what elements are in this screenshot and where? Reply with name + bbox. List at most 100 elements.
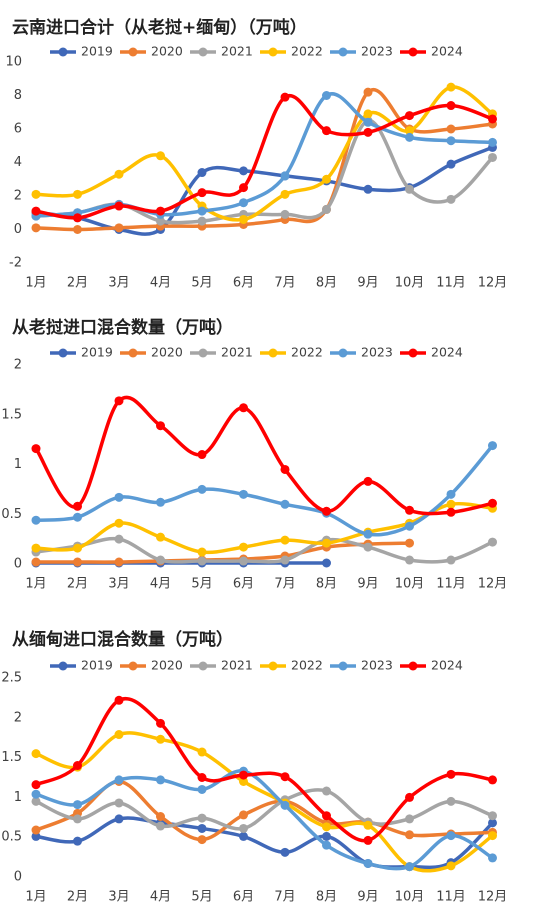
x-tick-label: 8月: [316, 577, 337, 592]
data-point: [280, 171, 290, 181]
data-point: [322, 204, 331, 214]
x-tick-label: 6月: [233, 577, 254, 592]
series-line: [35, 816, 494, 870]
data-point: [31, 223, 41, 233]
legend-label: 2022: [291, 658, 323, 673]
data-point: [31, 543, 41, 553]
data-point: [488, 811, 497, 821]
data-point: [280, 499, 290, 509]
legend-marker: [198, 348, 208, 358]
data-point: [322, 558, 331, 568]
data-point: [156, 206, 165, 216]
data-point: [73, 213, 82, 223]
data-point: [280, 535, 290, 545]
data-point: [197, 835, 207, 845]
x-tick-label: 3月: [108, 276, 129, 291]
y-tick-label: 2: [14, 358, 22, 373]
data-point: [31, 796, 41, 806]
data-point: [31, 557, 41, 567]
legend-marker: [58, 47, 68, 57]
data-point: [239, 810, 248, 820]
data-point: [488, 137, 497, 147]
data-point: [114, 775, 124, 785]
x-tick-label: 1月: [25, 276, 46, 291]
data-point: [114, 518, 124, 528]
data-point: [239, 776, 248, 786]
y-tick-label: 10: [5, 55, 22, 70]
x-tick-label: 9月: [357, 890, 378, 905]
data-point: [197, 206, 207, 216]
data-point: [73, 557, 82, 567]
legend-marker: [58, 348, 68, 358]
series-line: [35, 731, 494, 873]
y-tick-label: 0: [14, 557, 22, 572]
x-tick-label: 2月: [67, 890, 88, 905]
legend-label: 2024: [431, 345, 463, 360]
data-point: [114, 201, 124, 211]
data-point: [114, 396, 124, 406]
data-point: [446, 796, 456, 806]
x-tick-label: 3月: [108, 890, 129, 905]
data-point: [197, 450, 207, 460]
data-point: [322, 91, 331, 100]
data-point: [197, 216, 207, 226]
y-tick-label: 0.5: [1, 507, 22, 522]
data-point: [405, 830, 414, 840]
data-point: [114, 492, 124, 502]
data-point: [488, 441, 497, 451]
data-point: [156, 821, 165, 831]
data-point: [322, 831, 331, 841]
legend-marker: [198, 661, 208, 671]
data-point: [31, 206, 41, 216]
data-point: [322, 174, 331, 184]
data-point: [239, 831, 248, 841]
x-tick-label: 10月: [395, 577, 425, 592]
data-point: [73, 501, 82, 511]
legend-marker: [338, 47, 348, 57]
data-point: [31, 444, 41, 454]
data-point: [197, 556, 207, 566]
data-point: [405, 184, 414, 194]
x-tick-label: 3月: [108, 577, 129, 592]
data-point: [280, 800, 290, 810]
x-tick-label: 12月: [478, 577, 508, 592]
legend-marker: [58, 661, 68, 671]
data-point: [31, 831, 41, 841]
x-tick-label: 8月: [316, 276, 337, 291]
legend-marker: [338, 661, 348, 671]
data-point: [239, 403, 248, 413]
data-point: [446, 861, 456, 871]
data-point: [73, 814, 82, 824]
legend-label: 2021: [221, 658, 253, 673]
y-tick-label: 4: [14, 155, 22, 170]
legend-label: 2019: [81, 44, 113, 59]
chart-title: 从缅甸进口混合数量（万吨）: [12, 629, 233, 650]
data-point: [446, 831, 456, 841]
data-point: [446, 194, 456, 204]
x-tick-label: 10月: [395, 890, 425, 905]
data-point: [197, 168, 207, 178]
data-point: [363, 184, 373, 194]
data-point: [322, 126, 331, 136]
y-tick-label: 2: [14, 710, 22, 725]
y-tick-label: 2: [14, 189, 22, 204]
x-tick-label: 1月: [25, 890, 46, 905]
data-point: [197, 484, 207, 494]
y-tick-label: 6: [14, 122, 22, 137]
data-point: [239, 166, 248, 176]
data-point: [488, 775, 497, 785]
legend-marker: [128, 661, 138, 671]
data-point: [322, 840, 331, 850]
data-point: [73, 761, 82, 771]
data-point: [156, 532, 165, 542]
data-point: [363, 529, 373, 539]
data-point: [114, 695, 124, 705]
x-tick-label: 9月: [357, 276, 378, 291]
data-point: [73, 836, 82, 846]
data-point: [73, 543, 82, 553]
x-tick-label: 5月: [191, 276, 212, 291]
data-point: [197, 773, 207, 782]
legend-label: 2020: [151, 345, 183, 360]
data-point: [156, 775, 165, 785]
data-point: [239, 214, 248, 224]
